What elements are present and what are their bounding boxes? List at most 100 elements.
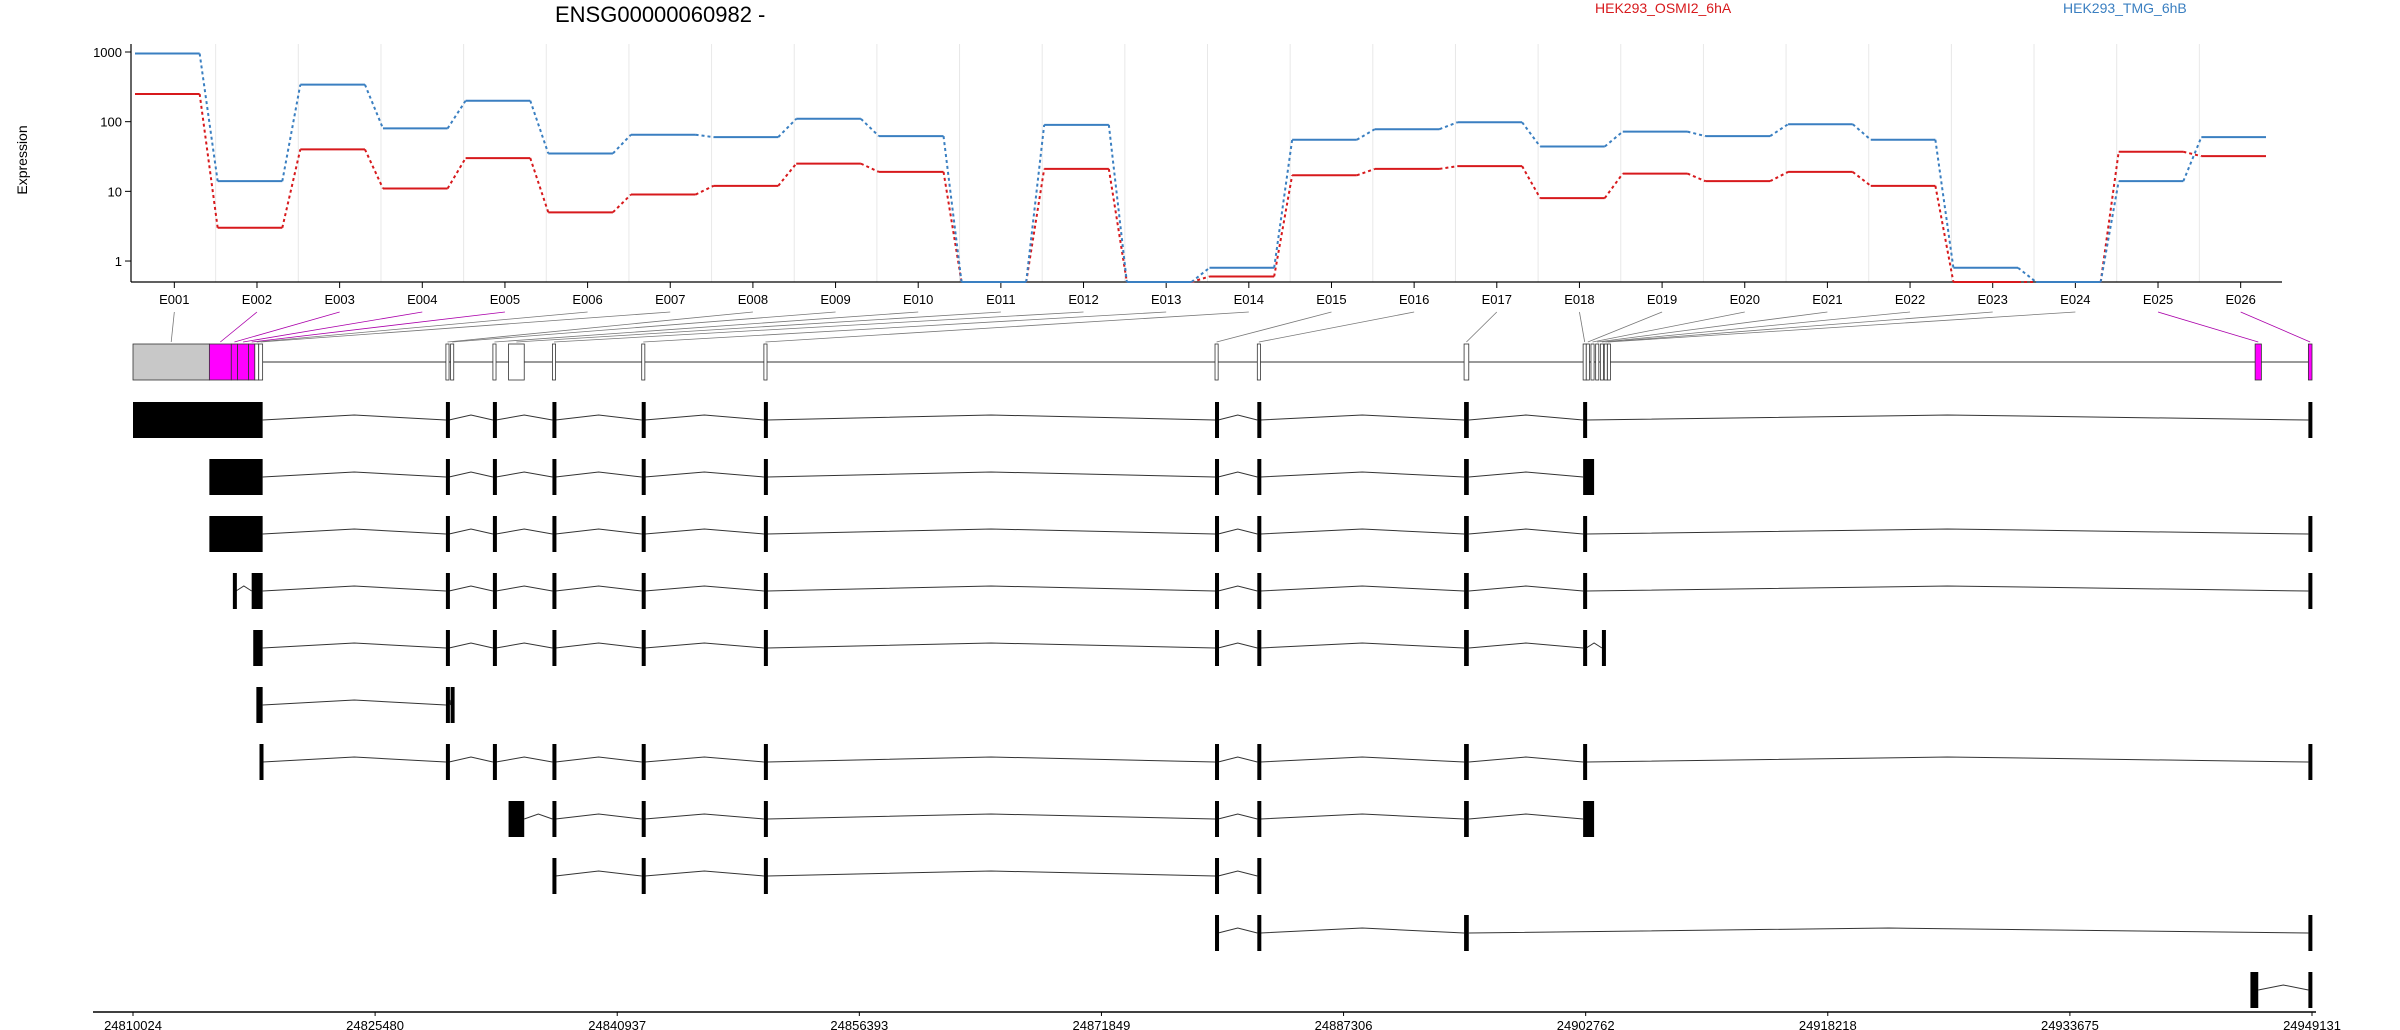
intron-line [767, 642, 1216, 649]
transcript-exon [1215, 402, 1220, 438]
y-tick-label: 100 [100, 115, 122, 130]
exon-connector [1592, 311, 1745, 343]
transcript-exon [1583, 516, 1588, 552]
intron-line [1218, 414, 1258, 421]
transcript-exon [552, 801, 557, 837]
chart-title: ENSG00000060982 - [555, 2, 765, 27]
transcript-exon [2308, 744, 2313, 780]
series-1-connector [1852, 171, 1872, 187]
intron-line [262, 471, 446, 478]
intron-line [1260, 528, 1465, 535]
genomic-tick-label: 24871849 [1073, 1018, 1131, 1030]
meta-exon-e008 [445, 343, 450, 381]
intron-line [235, 585, 252, 592]
transcript-row [508, 801, 1595, 837]
series-2-connector [612, 134, 632, 155]
intron-line [644, 585, 764, 592]
intron-line [1468, 756, 1584, 763]
x-tick-label-e011: E011 [986, 292, 1015, 307]
transcript-exon [2308, 402, 2313, 438]
series-2-connector [942, 136, 963, 283]
transcript-exon [1464, 573, 1469, 609]
series-1-connector [446, 157, 467, 189]
x-tick-label-e006: E006 [572, 292, 602, 307]
genomic-tick-label: 24918218 [1799, 1018, 1857, 1030]
meta-exon-e025 [2254, 343, 2262, 381]
x-tick-label-e002: E002 [242, 292, 272, 307]
exon-connector [1587, 311, 1663, 343]
exon-connector [1605, 311, 1993, 343]
intron-line [1218, 471, 1258, 478]
series-1-connector [1439, 165, 1458, 170]
transcript-exon [552, 630, 557, 666]
intron-line [1585, 642, 1603, 649]
transcript-exon [1583, 801, 1595, 837]
intron-line [644, 414, 764, 421]
genomic-tick-label: 24840937 [588, 1018, 646, 1030]
intron-line [1586, 585, 2309, 592]
transcript-row [253, 630, 1606, 666]
intron-line [555, 528, 642, 535]
intron-line [262, 699, 446, 706]
x-tick-label-e019: E019 [1647, 292, 1677, 307]
transcript-row [259, 744, 2313, 780]
transcript-exon [209, 459, 263, 495]
series-1-connector [1603, 172, 1624, 199]
intron-line [448, 756, 494, 763]
genomic-tick-label: 24810024 [104, 1018, 162, 1030]
series-2-connector [2182, 136, 2203, 182]
intron-line [495, 414, 553, 421]
exon-connector [452, 311, 836, 343]
y-tick-label: 1000 [93, 45, 122, 60]
transcript-row [552, 858, 1262, 894]
x-tick-label-e010: E010 [903, 292, 933, 307]
transcript-exon [1464, 744, 1469, 780]
x-tick-label-e013: E013 [1151, 292, 1181, 307]
intron-line [1468, 414, 1584, 421]
intron-line [1468, 642, 1584, 649]
intron-line [1218, 813, 1258, 820]
transcript-exon [1583, 573, 1588, 609]
intron-line [262, 585, 446, 592]
transcript-exon [492, 630, 497, 666]
transcript-exon [1464, 516, 1469, 552]
transcript-exon [492, 573, 497, 609]
intron-line [644, 870, 764, 877]
transcript-exon [232, 573, 237, 609]
transcript-exon [1215, 573, 1220, 609]
intron-line [262, 756, 446, 763]
series-1-connector [777, 162, 798, 187]
intron-line [1260, 642, 1465, 649]
transcript-exon [1583, 744, 1588, 780]
series-1-connector [1273, 175, 1294, 277]
meta-exon-e005 [248, 343, 256, 381]
transcript-row [209, 516, 2313, 552]
series-2-connector [2017, 266, 2037, 283]
transcript-exon [492, 744, 497, 780]
intron-line [448, 471, 494, 478]
transcript-exon [1257, 915, 1262, 951]
series-1-connector [364, 148, 384, 189]
transcript-exon [2308, 972, 2313, 1008]
genomic-tick-label: 24825480 [346, 1018, 404, 1030]
transcript-exon [552, 573, 557, 609]
transcript-exon [445, 516, 450, 552]
exon-connector [220, 311, 258, 343]
transcript-exon [641, 516, 646, 552]
x-tick-label-e007: E007 [655, 292, 685, 307]
intron-line [1218, 927, 1258, 934]
intron-line [1260, 756, 1465, 763]
intron-line [644, 528, 764, 535]
x-tick-label-e023: E023 [1978, 292, 2008, 307]
transcript-exon [1257, 801, 1262, 837]
series-2-connector [2099, 180, 2120, 283]
transcript-exon [552, 459, 557, 495]
intron-line [767, 756, 1216, 763]
intron-line [1586, 414, 2309, 421]
transcript-exon [763, 516, 768, 552]
series-1-connector [1687, 172, 1706, 183]
exon-connector [1601, 311, 1911, 343]
exon-connector [553, 311, 1084, 343]
transcript-exon [1601, 630, 1606, 666]
intron-line [495, 642, 553, 649]
